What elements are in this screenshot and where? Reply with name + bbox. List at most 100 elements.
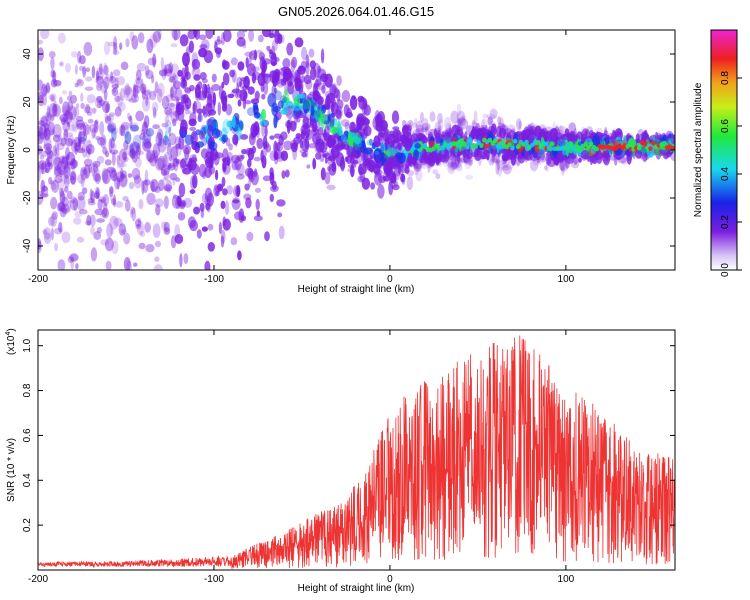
spectrogram-cell: [140, 230, 146, 238]
spectrogram-cell: [52, 145, 58, 157]
spectrogram-cell: [38, 120, 45, 127]
spectrogram-cell: [112, 194, 117, 207]
spectrogram-cell: [156, 88, 163, 103]
spectrogram-cell: [195, 141, 204, 148]
spectrogram-cell: [547, 154, 557, 168]
spectrogram-cell: [545, 162, 549, 173]
spectrogram-cell: [198, 34, 207, 40]
spectrogram-cell: [305, 129, 313, 141]
spectrogram-cell: [125, 38, 130, 48]
spectrogram-cell: [70, 51, 78, 58]
spectrogram-cell: [173, 80, 181, 90]
spectrogram-cell: [538, 124, 547, 138]
spectrogram-cell: [450, 161, 458, 171]
spectrogram-cell: [50, 114, 55, 122]
spectrogram-cell: [110, 127, 119, 135]
spectrogram-cell: [557, 140, 566, 147]
spectrogram-cell: [171, 96, 180, 102]
spectrogram-cell: [157, 138, 167, 153]
spectrogram-cell: [236, 30, 245, 40]
spectrogram-cell: [140, 129, 145, 135]
spectrogram-cell: [400, 173, 406, 183]
spectrogram-cell: [60, 207, 68, 213]
spectrogram-cell: [80, 92, 84, 102]
spectrogram-cell: [64, 160, 69, 174]
spectrogram-cell: [132, 134, 142, 149]
spectrogram-cell: [309, 60, 316, 69]
spectrogram-cell: [330, 112, 335, 128]
spectrogram-cell: [251, 66, 260, 72]
spectrogram-cell: [96, 100, 103, 109]
spectrogram-x-label: Height of straight line (km): [298, 284, 415, 295]
spectrogram-cell: [69, 253, 79, 262]
spectrogram-cell: [253, 105, 259, 116]
spectrogram-cell: [363, 128, 368, 139]
spectrogram-cell: [420, 153, 424, 160]
spectrogram-cell: [489, 108, 498, 119]
spectrogram-cell: [175, 177, 181, 182]
spectrogram-cell: [236, 37, 246, 47]
spectrogram-cell: [392, 126, 400, 131]
spectrogram-cell: [52, 134, 61, 143]
spectrogram-cell: [93, 167, 100, 182]
spectrogram-cell: [291, 142, 298, 153]
spectrogram-cell: [161, 164, 170, 176]
spectrogram-cell: [301, 151, 307, 158]
spectrogram-cell: [38, 241, 42, 253]
spectrogram-cell: [486, 149, 490, 161]
spectrogram-cell: [103, 201, 108, 217]
spectrogram-cell: [63, 171, 67, 185]
spectrogram-cell: [161, 67, 167, 81]
spectrogram-cell: [48, 51, 56, 59]
spectrogram-cell: [102, 171, 109, 185]
spectrogram-cell: [499, 163, 504, 172]
spectrogram-cell: [300, 75, 305, 83]
spectrogram-cell: [80, 174, 85, 188]
spectrogram-cell: [151, 149, 156, 160]
spectrogram-cell: [111, 240, 119, 255]
spectrogram-cell: [89, 214, 96, 227]
spectrogram-cell: [571, 160, 580, 169]
spectrogram-cell: [264, 73, 271, 78]
spectrogram-cell: [374, 169, 383, 176]
spectrogram-cell: [90, 247, 98, 262]
spectrogram-cell: [189, 126, 197, 132]
spectrogram-cell: [56, 160, 66, 176]
spectrogram-cell: [100, 134, 107, 149]
spectrogram-cell: [165, 94, 173, 103]
spectrogram-cell: [309, 67, 317, 81]
spectrogram-cell: [448, 161, 455, 172]
y-tick-label: -20: [22, 190, 33, 205]
spectrogram-cell: [199, 44, 208, 50]
spectrogram-cell: [110, 169, 118, 182]
spectrogram-cell: [53, 227, 63, 235]
spectrogram-cell: [242, 30, 248, 33]
spectrogram-cell: [107, 124, 115, 134]
spectrogram-cell: [316, 109, 325, 123]
spectrogram-cell: [273, 57, 280, 63]
spectrogram-cell: [242, 96, 247, 110]
spectrogram-cell: [85, 76, 93, 82]
spectrogram-cell: [214, 41, 218, 53]
spectrogram-cell: [345, 146, 354, 157]
spectrogram-cell: [93, 130, 97, 138]
spectrogram-cell: [60, 203, 70, 215]
spectrogram-cell: [506, 124, 516, 134]
spectrogram-cell: [189, 84, 195, 92]
spectrogram-cell: [87, 201, 96, 206]
spectrogram-cell: [248, 170, 255, 183]
spectrogram-cell: [114, 77, 119, 89]
spectrogram-ridge-cell: [544, 141, 549, 147]
spectrogram-cell: [143, 115, 150, 129]
spectrogram-cell: [164, 115, 170, 124]
spectrogram-y-label: Frequency (Hz): [6, 116, 17, 185]
spectrogram-cell: [196, 108, 204, 114]
spectrogram-cell: [133, 85, 141, 94]
spectrogram-cell: [405, 158, 410, 164]
spectrogram-cell: [65, 138, 74, 147]
spectrogram-cell: [160, 57, 164, 70]
spectrogram-cell: [221, 95, 228, 102]
spectrogram-cell: [113, 217, 123, 227]
spectrogram-cell: [76, 78, 82, 85]
spectrogram-cell: [372, 159, 382, 169]
